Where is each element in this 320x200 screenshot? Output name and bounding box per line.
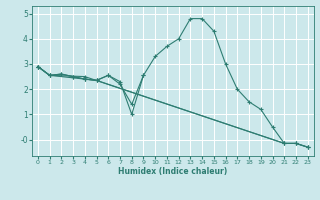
X-axis label: Humidex (Indice chaleur): Humidex (Indice chaleur) (118, 167, 228, 176)
